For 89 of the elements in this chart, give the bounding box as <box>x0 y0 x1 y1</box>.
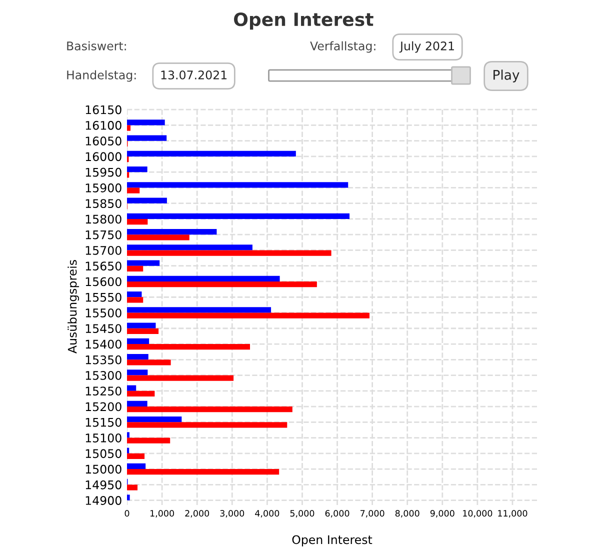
y-tick-label: 15800 <box>86 214 122 224</box>
bar <box>127 260 160 266</box>
y-tick-label: 15900 <box>86 183 122 192</box>
y-tick-label: 15700 <box>86 246 122 255</box>
bar <box>127 125 131 131</box>
y-tick-label: 15050 <box>86 449 122 458</box>
bar <box>127 198 167 204</box>
bar <box>127 390 155 397</box>
y-tick-label: 14950 <box>86 480 122 490</box>
x-tick-label: 11,000 <box>498 510 528 518</box>
y-tick-label: 16000 <box>86 152 122 162</box>
bar <box>127 484 138 490</box>
x-tick-label: 4,000 <box>255 510 280 518</box>
text: Verfallstag: <box>310 41 376 53</box>
bar <box>127 385 136 391</box>
bar <box>127 150 296 156</box>
text: July 2021 <box>399 41 454 53</box>
y-tick-label: 15250 <box>86 386 122 396</box>
bar <box>127 228 217 235</box>
bar <box>127 266 144 272</box>
bar <box>127 416 182 422</box>
text: Basiswert: <box>67 41 126 50</box>
x-tick-label: 6,000 <box>325 510 350 518</box>
x-tick-label: 8,000 <box>395 510 420 518</box>
bar <box>127 400 148 407</box>
y-tick-label: 15500 <box>86 308 122 318</box>
chart-title: Open Interest <box>234 12 374 30</box>
bar <box>127 338 150 344</box>
x-tick-label: 7,000 <box>360 510 384 518</box>
bar <box>127 328 159 334</box>
bar <box>127 244 252 250</box>
y-tick-label: 15100 <box>86 434 122 442</box>
y-tick-label: 14900 <box>86 496 122 505</box>
y-tick-label: 15950 <box>86 168 122 177</box>
bar <box>127 463 146 470</box>
bar <box>127 234 190 240</box>
bar <box>127 276 280 282</box>
bar <box>127 291 142 298</box>
text: Play <box>494 70 520 82</box>
bar <box>127 182 348 188</box>
bar <box>127 312 370 318</box>
bar <box>127 422 288 428</box>
y-tick-label: 15150 <box>86 418 122 427</box>
y-tick-label: 15000 <box>86 464 122 474</box>
y-tick-label: 15200 <box>86 402 122 412</box>
bar <box>127 166 148 172</box>
y-tick-label: 16150 <box>86 105 122 114</box>
y-axis-title: Ausübungspreis <box>68 260 80 354</box>
bar <box>127 354 148 360</box>
bar <box>127 370 148 376</box>
x-tick-label: 1,000 <box>150 510 174 518</box>
x-axis-title: Open Interest <box>292 535 372 546</box>
bar <box>127 213 350 219</box>
x-tick-label: 5,000 <box>290 510 314 518</box>
bar <box>127 494 130 500</box>
bar <box>127 307 272 313</box>
bar <box>127 344 250 350</box>
y-tick-label: 15550 <box>86 292 122 302</box>
text: Handelstag: <box>67 70 136 82</box>
bar <box>127 406 292 412</box>
bar <box>127 360 171 366</box>
y-tick-label: 15300 <box>86 370 122 380</box>
x-tick-label: 9,000 <box>430 510 454 518</box>
y-tick-label: 15400 <box>86 340 122 349</box>
bar <box>127 250 332 256</box>
x-tick-label: 3,000 <box>220 510 244 518</box>
bar <box>127 135 167 141</box>
bar <box>127 453 145 460</box>
x-tick-label: 10,000 <box>463 510 492 518</box>
bar <box>127 322 156 328</box>
bar <box>127 120 165 126</box>
bar <box>127 281 317 288</box>
y-tick-label: 15650 <box>86 262 122 271</box>
y-tick-label: 16100 <box>86 120 122 130</box>
bar <box>127 469 280 475</box>
y-tick-label: 15350 <box>86 355 122 364</box>
x-tick-label: 2,000 <box>185 510 210 518</box>
bar <box>127 218 148 225</box>
y-tick-label: 15450 <box>86 324 122 334</box>
y-tick-label: 15750 <box>86 230 122 240</box>
bar <box>127 297 144 303</box>
y-tick-label: 15850 <box>86 199 122 208</box>
text: 13.07.2021 <box>161 70 227 80</box>
bar <box>127 188 140 194</box>
bar <box>127 375 234 381</box>
y-tick-label: 15600 <box>86 277 122 286</box>
x-tick-label: 0 <box>124 510 130 517</box>
bar <box>127 438 170 444</box>
y-tick-label: 16050 <box>86 136 122 146</box>
